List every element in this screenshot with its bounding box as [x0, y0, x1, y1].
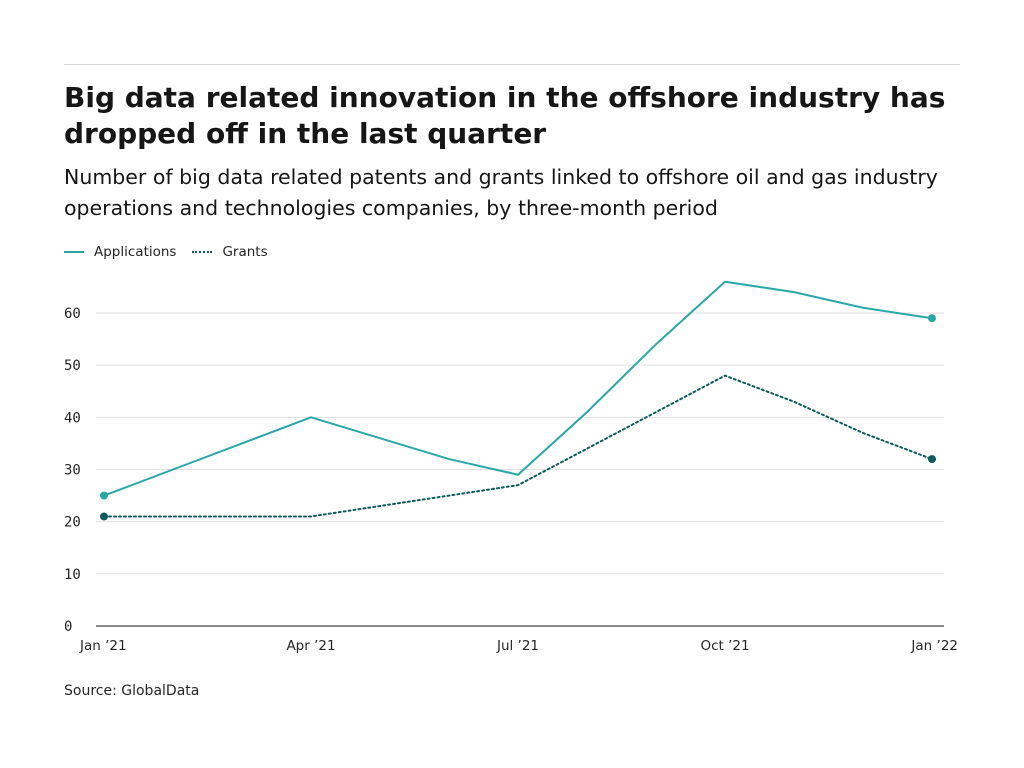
chart-subtitle: Number of big data related patents and g… [64, 165, 938, 220]
legend-label-applications: Applications [94, 244, 177, 260]
legend-swatch-grants [192, 251, 213, 253]
data-point-applications [100, 491, 108, 500]
legend-item-grants[interactable]: Grants [192, 244, 268, 260]
legend-swatch-applications [64, 251, 84, 253]
y-tick-label: 40 [64, 410, 81, 426]
top-divider [64, 64, 960, 65]
y-tick-label: 60 [64, 306, 81, 322]
data-point-grants [100, 512, 108, 521]
y-tick-label: 30 [64, 463, 81, 479]
x-tick-label: Jan ’21 [79, 638, 127, 654]
y-tick-label: 50 [64, 358, 81, 374]
data-point-grants [928, 455, 936, 464]
legend-label-grants: Grants [222, 244, 268, 260]
chart-legend: Applications Grants [64, 242, 284, 262]
y-tick-label: 10 [64, 567, 81, 583]
y-tick-label: 0 [64, 619, 72, 635]
series-line-applications [103, 280, 933, 497]
x-tick-label: Jan ’22 [910, 638, 958, 654]
data-point-applications [928, 314, 936, 323]
x-tick-label: Jul ’21 [496, 638, 539, 654]
source-note: Source: GlobalData [64, 683, 200, 699]
x-tick-label: Apr ’21 [286, 638, 335, 654]
y-tick-label: 20 [64, 515, 81, 531]
chart-title: Big data related innovation in the offsh… [64, 81, 946, 150]
x-tick-label: Oct ’21 [700, 638, 749, 654]
legend-item-applications[interactable]: Applications [64, 244, 176, 260]
series-line-grants [103, 374, 933, 518]
